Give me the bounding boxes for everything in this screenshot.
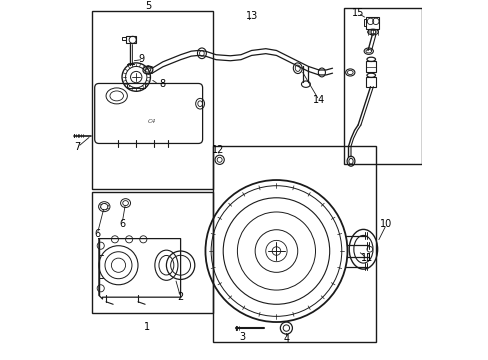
Bar: [122, 37, 125, 40]
Text: 13: 13: [245, 11, 257, 21]
Text: 12: 12: [211, 145, 224, 155]
Text: 8: 8: [160, 79, 165, 89]
Text: 4: 4: [284, 334, 289, 344]
Text: 2: 2: [177, 292, 183, 302]
Bar: [92, 12, 212, 189]
Bar: [125, 36, 136, 43]
Bar: [92, 193, 212, 313]
Text: 3: 3: [239, 332, 245, 342]
Text: 14: 14: [312, 95, 325, 105]
Bar: [365, 17, 379, 29]
Bar: [366, 77, 375, 87]
Text: 6: 6: [119, 219, 125, 229]
Text: 10: 10: [380, 219, 392, 229]
Text: C4: C4: [148, 119, 156, 124]
Text: 7: 7: [74, 142, 81, 152]
Bar: [212, 146, 375, 342]
Bar: [364, 19, 365, 26]
Bar: [366, 61, 375, 72]
Text: 15: 15: [351, 8, 364, 18]
Text: 11: 11: [360, 253, 372, 263]
Text: 5: 5: [145, 1, 151, 11]
Text: 1: 1: [143, 322, 150, 332]
Bar: [343, 8, 421, 164]
Text: 9: 9: [138, 54, 144, 64]
Text: 6: 6: [94, 229, 100, 239]
